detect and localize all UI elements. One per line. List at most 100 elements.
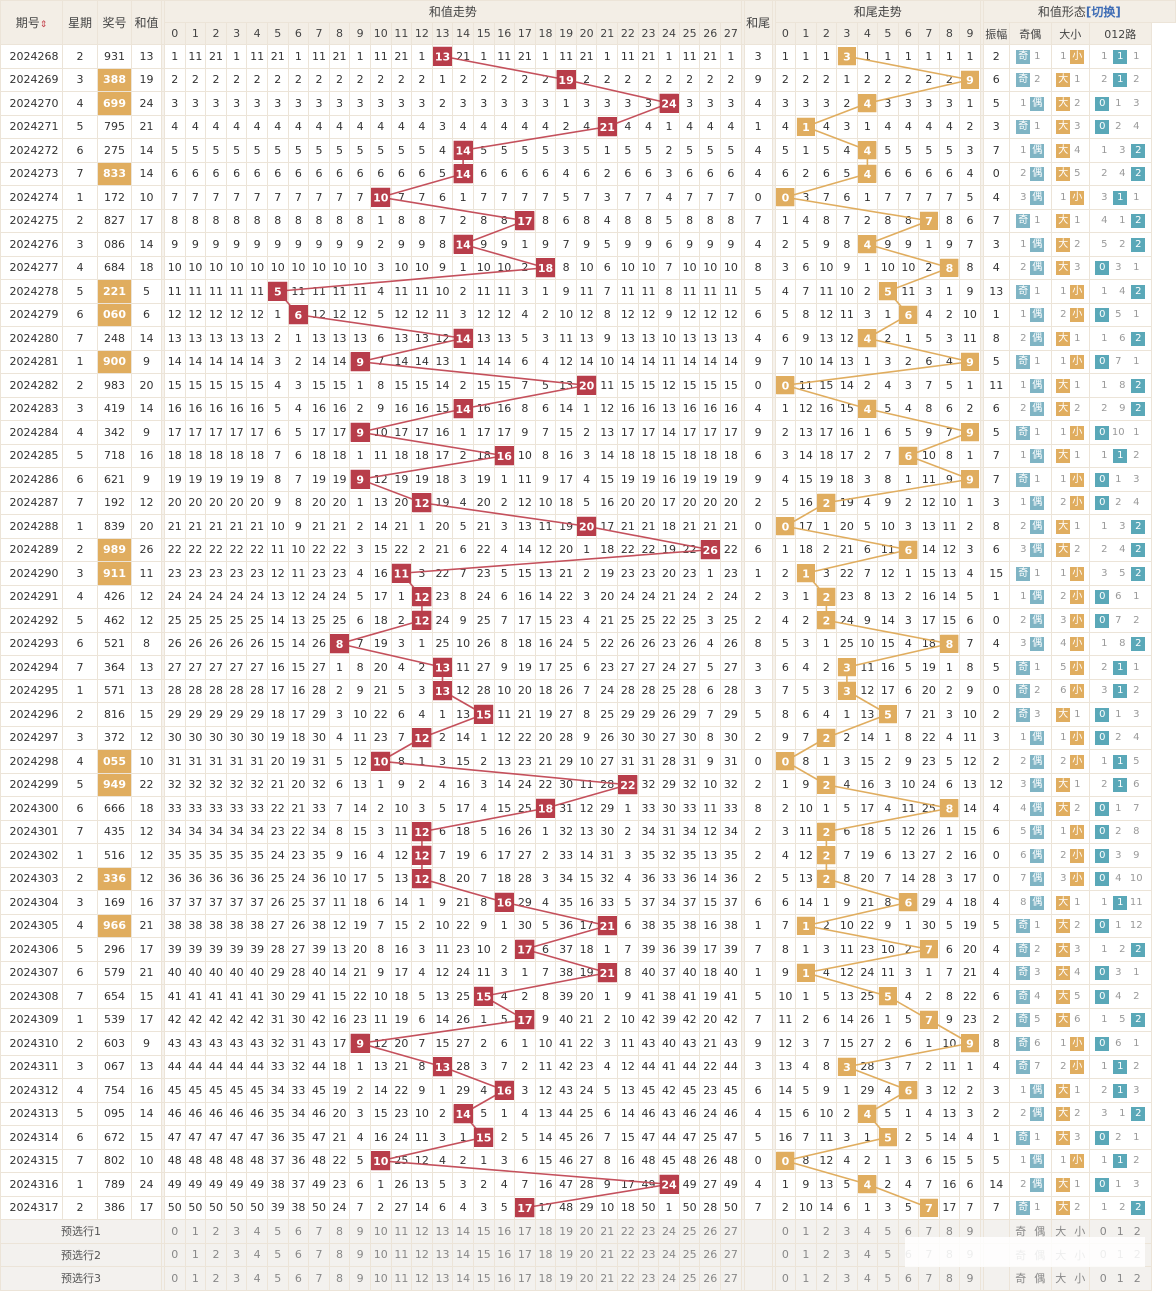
preselect-sum-option[interactable]: 0	[164, 1242, 186, 1267]
preselect-sum-option[interactable]: 4	[246, 1266, 268, 1291]
preselect-sum-option[interactable]: 23	[637, 1266, 660, 1291]
preselect-sum-option[interactable]: 21	[596, 1242, 619, 1267]
preselect-sum-option[interactable]: 15	[472, 1266, 495, 1291]
preselect-tail-option[interactable]: 4	[856, 1266, 879, 1291]
preselect-tail-option[interactable]: 6	[897, 1266, 920, 1291]
preselect-sum-option[interactable]: 10	[369, 1219, 392, 1244]
preselect-sum-option[interactable]: 11	[390, 1266, 413, 1291]
preselect-sum-option[interactable]: 2	[205, 1266, 227, 1291]
preselect-route-r2[interactable]: 2	[1133, 1224, 1141, 1238]
preselect-sum-option[interactable]: 0	[164, 1219, 186, 1244]
preselect-sum-option[interactable]: 12	[411, 1266, 433, 1291]
preselect-sum-option[interactable]: 4	[246, 1219, 268, 1244]
preselect-sum-option[interactable]: 1	[184, 1266, 207, 1291]
preselect-sum-option[interactable]: 13	[431, 1242, 454, 1267]
preselect-tail-option[interactable]: 1	[795, 1219, 817, 1244]
preselect-tail-option[interactable]: 3	[836, 1266, 858, 1291]
preselect-sum-option[interactable]: 6	[287, 1266, 310, 1291]
preselect-sum-option[interactable]: 9	[349, 1219, 371, 1244]
preselect-sum-option[interactable]: 13	[431, 1219, 454, 1244]
preselect-sum-option[interactable]: 10	[369, 1266, 392, 1291]
switch-link[interactable]: [切换]	[1085, 5, 1121, 19]
preselect-tail-option[interactable]: 1	[795, 1242, 817, 1267]
preselect-tail-option[interactable]: 0	[774, 1219, 797, 1244]
sort-icon[interactable]: ⇕	[39, 20, 48, 30]
preselect-sum-option[interactable]: 0	[164, 1266, 186, 1291]
preselect-sum-option[interactable]: 25	[678, 1266, 701, 1291]
preselect-sum-option[interactable]: 22	[617, 1266, 639, 1291]
preselect-sum-option[interactable]: 5	[266, 1266, 289, 1291]
preselect-sum-option[interactable]: 6	[287, 1219, 310, 1244]
preselect-sum-option[interactable]: 21	[596, 1266, 619, 1291]
preselect-tail-option[interactable]: 3	[836, 1219, 858, 1244]
preselect-sum-option[interactable]: 24	[658, 1242, 680, 1267]
preselect-route-r2[interactable]: 2	[1133, 1271, 1141, 1285]
preselect-route-r0[interactable]: 0	[1099, 1224, 1107, 1238]
preselect-tail-option[interactable]: 5	[877, 1266, 899, 1291]
preselect-sum-option[interactable]: 14	[452, 1266, 474, 1291]
preselect-sum-option[interactable]: 2	[205, 1219, 227, 1244]
preselect-sum-option[interactable]: 14	[452, 1219, 474, 1244]
preselect-tail-option[interactable]: 8	[938, 1266, 961, 1291]
preselect-bigsmall[interactable]: 大小	[1050, 1266, 1090, 1291]
preselect-sum-option[interactable]: 18	[534, 1266, 557, 1291]
preselect-sum-option[interactable]: 17	[514, 1242, 536, 1267]
preselect-sum-option[interactable]: 12	[411, 1219, 433, 1244]
preselect-sum-option[interactable]: 12	[411, 1242, 433, 1267]
preselect-even[interactable]: 偶	[1034, 1225, 1046, 1239]
preselect-sum-option[interactable]: 20	[575, 1242, 598, 1267]
preselect-sum-option[interactable]: 25	[678, 1242, 701, 1267]
preselect-tail-option[interactable]: 2	[815, 1219, 838, 1244]
preselect-sum-option[interactable]: 19	[555, 1219, 577, 1244]
preselect-route-r1[interactable]: 1	[1116, 1224, 1124, 1238]
preselect-sum-option[interactable]: 26	[699, 1266, 722, 1291]
preselect-tail-option[interactable]: 0	[774, 1242, 797, 1267]
preselect-sum-option[interactable]: 25	[678, 1219, 701, 1244]
preselect-sum-option[interactable]: 3	[225, 1242, 248, 1267]
preselect-sum-option[interactable]: 24	[658, 1266, 680, 1291]
preselect-odd[interactable]: 奇	[1015, 1225, 1027, 1239]
preselect-sum-option[interactable]: 8	[328, 1266, 351, 1291]
preselect-sum-option[interactable]: 9	[349, 1242, 371, 1267]
preselect-route-r0[interactable]: 0	[1099, 1271, 1107, 1285]
preselect-sum-option[interactable]: 19	[555, 1242, 577, 1267]
preselect-sum-option[interactable]: 17	[514, 1219, 536, 1244]
preselect-sum-option[interactable]: 26	[699, 1219, 722, 1244]
preselect-sum-option[interactable]: 8	[328, 1219, 351, 1244]
preselect-sum-option[interactable]: 11	[390, 1219, 413, 1244]
preselect-sum-option[interactable]: 20	[575, 1266, 598, 1291]
preselect-tail-option[interactable]: 7	[918, 1266, 940, 1291]
preselect-sum-option[interactable]: 1	[184, 1242, 207, 1267]
preselect-sum-option[interactable]: 11	[390, 1242, 413, 1267]
preselect-tail-option[interactable]: 0	[774, 1266, 797, 1291]
preselect-sum-option[interactable]: 15	[472, 1219, 495, 1244]
preselect-sum-option[interactable]: 23	[637, 1219, 660, 1244]
preselect-sum-option[interactable]: 7	[308, 1219, 330, 1244]
preselect-sum-option[interactable]: 9	[349, 1266, 371, 1291]
preselect-small[interactable]: 小	[1074, 1225, 1086, 1239]
preselect-even[interactable]: 偶	[1034, 1272, 1046, 1286]
preselect-sum-option[interactable]: 19	[555, 1266, 577, 1291]
preselect-route-r1[interactable]: 1	[1116, 1271, 1124, 1285]
period-header[interactable]: 期号⇕	[0, 0, 63, 45]
preselect-sum-option[interactable]: 6	[287, 1242, 310, 1267]
preselect-tail-option[interactable]: 4	[856, 1242, 879, 1267]
preselect-big[interactable]: 大	[1055, 1272, 1067, 1286]
preselect-sum-option[interactable]: 24	[658, 1219, 680, 1244]
preselect-sum-option[interactable]: 27	[720, 1242, 742, 1267]
preselect-sum-option[interactable]: 14	[452, 1242, 474, 1267]
preselect-tail-option[interactable]: 5	[877, 1242, 899, 1267]
preselect-tail-option[interactable]: 2	[815, 1242, 838, 1267]
preselect-sum-option[interactable]: 20	[575, 1219, 598, 1244]
preselect-sum-option[interactable]: 3	[225, 1266, 248, 1291]
preselect-sum-option[interactable]: 5	[266, 1242, 289, 1267]
preselect-row[interactable]: 预选行1 0 1 2 3 4 5 6 7 8 9 10 11 12 13 14 15 16 17 18 19 20 21 22…	[0, 1219, 1176, 1244]
preselect-sum-option[interactable]: 5	[266, 1219, 289, 1244]
preselect-sum-option[interactable]: 27	[720, 1219, 742, 1244]
preselect-oddeven[interactable]: 奇偶	[1008, 1266, 1052, 1291]
preselect-sum-option[interactable]: 7	[308, 1242, 330, 1267]
preselect-tail-option[interactable]: 2	[815, 1266, 838, 1291]
preselect-sum-option[interactable]: 15	[472, 1242, 495, 1267]
preselect-sum-option[interactable]: 10	[369, 1242, 392, 1267]
